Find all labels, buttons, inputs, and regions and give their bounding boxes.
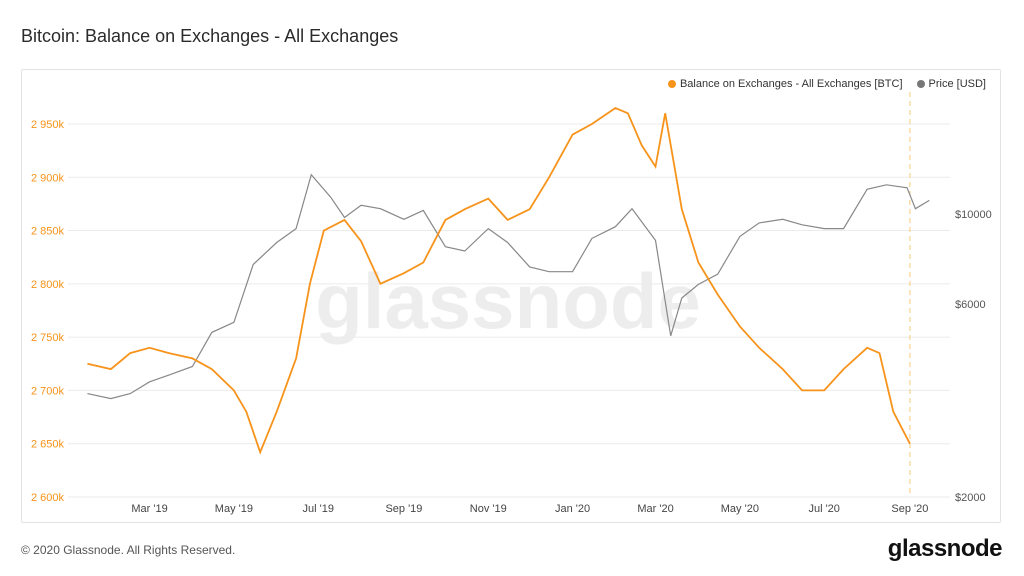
y-left-tick-label: 2 750k	[31, 332, 65, 344]
x-tick-label: Sep '20	[891, 503, 928, 515]
series-line-price	[87, 173, 930, 400]
x-axis: Mar '19 May '19 Jul '19 Sep '19 Nov '19 Jan '…	[131, 503, 928, 515]
x-tick-label: Jul '20	[808, 503, 839, 515]
y-left-tick-label: 2 800k	[31, 279, 65, 291]
legend-item-price[interactable]: Price [USD]	[916, 78, 986, 90]
legend-balance-label: Balance on Exchanges - All Exchanges [BT…	[679, 78, 903, 90]
y-left-tick-label: 2 900k	[31, 172, 65, 184]
x-tick-label: Nov '19	[470, 503, 507, 515]
y-right-tick-label: $2000	[955, 492, 986, 504]
y-left-tick-label: 2 850k	[31, 226, 65, 238]
page-title: Bitcoin: Balance on Exchanges - All Exch…	[21, 26, 399, 46]
y-right-tick-label: $6000	[955, 299, 986, 311]
y-left-tick-label: 2 600k	[31, 492, 65, 504]
legend-balance-dot	[667, 80, 676, 88]
copyright-text: © 2020 Glassnode. All Rights Reserved.	[21, 543, 236, 557]
watermark: glassnode	[315, 257, 701, 345]
x-tick-label: Mar '20	[637, 503, 673, 515]
legend-item-balance[interactable]: Balance on Exchanges - All Exchanges [BT…	[667, 78, 903, 90]
x-tick-label: Jul '19	[302, 503, 333, 515]
chart-panel	[21, 69, 1001, 523]
x-tick-label: May '20	[721, 503, 759, 515]
legend-price-label: Price [USD]	[928, 78, 986, 90]
series-line-balance	[87, 106, 911, 455]
y-left-tick-label: 2 650k	[31, 439, 65, 451]
chart-legend: Balance on Exchanges - All Exchanges [BT…	[667, 78, 986, 90]
y-axis-left: 2 600k 2 650k 2 700k 2 750k 2 800k 2 850k 2 90…	[31, 119, 65, 504]
y-right-tick-label: $10000	[955, 209, 992, 221]
x-tick-label: Mar '19	[131, 503, 167, 515]
glassnode-logo[interactable]: glassnode	[887, 535, 1003, 562]
x-tick-label: Sep '19	[385, 503, 422, 515]
x-tick-label: May '19	[215, 503, 253, 515]
x-tick-label: Jan '20	[555, 503, 590, 515]
y-axis-right: $2000 $6000 $10000	[955, 209, 992, 504]
y-left-tick-label: 2 950k	[31, 119, 65, 131]
legend-price-dot	[916, 80, 925, 88]
y-left-tick-label: 2 700k	[31, 385, 65, 397]
